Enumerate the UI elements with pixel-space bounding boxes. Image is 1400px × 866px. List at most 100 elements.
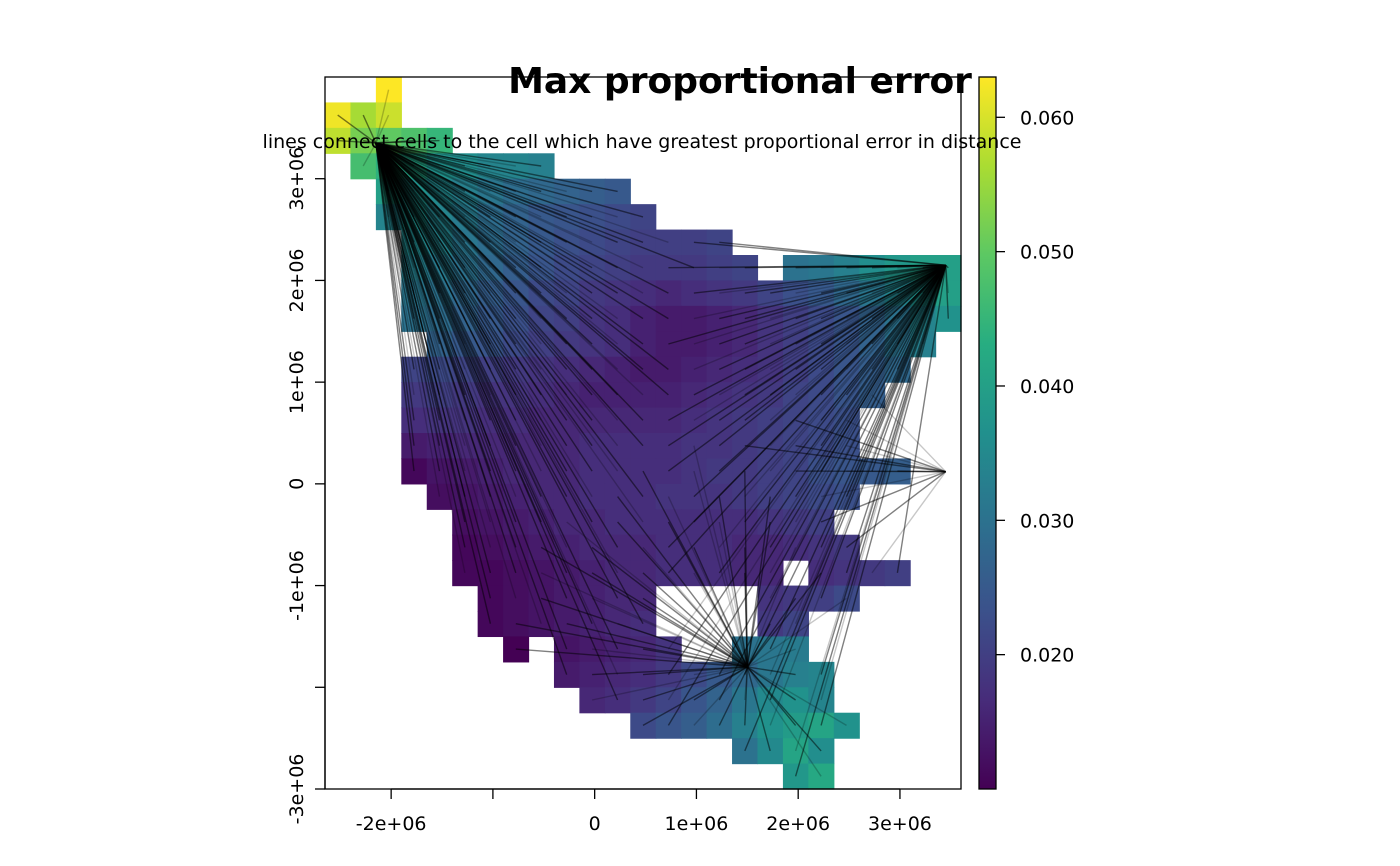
heatmap-cell — [528, 356, 555, 383]
error-line — [375, 142, 644, 625]
heatmap-cell — [401, 407, 428, 434]
error-line — [642, 666, 748, 676]
heatmap-cell — [884, 560, 911, 587]
heatmap-cell — [808, 738, 835, 765]
error-line — [667, 521, 748, 668]
heatmap-cell — [604, 178, 631, 205]
heatmap-cell — [782, 687, 809, 714]
error-line — [718, 264, 947, 675]
heatmap-cell — [553, 661, 580, 688]
heatmap-cell — [630, 204, 657, 231]
heatmap-cell — [782, 712, 809, 739]
heatmap-cell — [732, 738, 759, 765]
error-line — [642, 546, 748, 668]
error-line — [719, 241, 946, 266]
error-line — [375, 142, 568, 421]
heatmap-cell — [757, 738, 784, 765]
error-line — [375, 142, 542, 624]
error-line — [375, 142, 644, 421]
error-line — [693, 264, 946, 294]
error-line — [375, 142, 644, 320]
heatmap-cell — [579, 229, 606, 256]
error-line — [744, 666, 748, 726]
y-tick-label: 0 — [286, 478, 308, 490]
error-line — [375, 142, 619, 599]
error-line — [719, 264, 946, 371]
error-line — [375, 142, 669, 243]
heatmap-cell — [859, 560, 886, 587]
error-line — [375, 142, 619, 472]
error-line — [375, 142, 644, 396]
error-line — [693, 666, 748, 676]
error-line — [617, 521, 748, 668]
error-line — [375, 142, 644, 218]
error-line — [693, 264, 947, 396]
error-line — [375, 142, 695, 269]
heatmap-cell — [655, 712, 682, 739]
error-line — [769, 264, 947, 650]
error-line — [642, 648, 748, 668]
error-line — [693, 666, 748, 726]
error-line — [375, 142, 593, 472]
heatmap-cell — [757, 305, 784, 332]
error-line — [540, 597, 748, 668]
error-line — [747, 666, 796, 676]
error-line — [362, 114, 377, 144]
heatmap-cell — [706, 687, 733, 714]
heatmap-cell — [757, 331, 784, 358]
error-line — [693, 572, 748, 668]
error-line — [375, 142, 619, 548]
error-line — [375, 142, 618, 193]
error-line — [744, 264, 947, 752]
error-line — [375, 142, 644, 345]
x-tick-label: 2e+06 — [766, 813, 830, 835]
heatmap-cell — [681, 356, 708, 383]
error-line — [375, 142, 619, 370]
heatmap-cell — [401, 458, 428, 485]
error-line — [668, 264, 947, 447]
error-line — [375, 142, 492, 624]
error-line — [718, 264, 947, 548]
error-line — [375, 142, 517, 574]
error-line — [769, 264, 947, 726]
error-line — [794, 265, 947, 777]
error-line — [375, 142, 568, 599]
x-tick-label: 0 — [589, 813, 601, 835]
heatmap-cell — [503, 204, 530, 231]
error-line — [718, 264, 947, 421]
error-line — [693, 264, 946, 371]
heatmap-cell — [706, 509, 733, 536]
error-line — [375, 142, 466, 574]
error-line — [693, 470, 748, 668]
y-axis: -3e+06 -1e+06 0 1e+06 2e+06 3e+06 — [286, 147, 326, 824]
error-line — [667, 264, 947, 675]
error-line — [375, 142, 492, 599]
error-line — [375, 142, 669, 370]
heatmap-cell — [630, 331, 657, 358]
error-line — [667, 264, 947, 726]
error-line — [375, 142, 568, 650]
error-line — [746, 547, 797, 668]
heatmap-cell — [782, 534, 809, 561]
heatmap-cell — [681, 458, 708, 485]
x-tick-label: -2e+06 — [356, 813, 427, 835]
error-line — [375, 142, 593, 523]
error-line — [375, 142, 593, 624]
error-line — [591, 546, 748, 668]
error-line — [375, 142, 593, 447]
error-line — [795, 264, 947, 396]
error-line — [746, 521, 771, 668]
error-line — [375, 114, 390, 144]
heatmap-cell — [655, 382, 682, 409]
heatmap-cell — [655, 305, 682, 332]
heatmap-cell — [630, 382, 657, 409]
error-line — [747, 648, 796, 668]
error-line — [667, 264, 947, 548]
error-line — [871, 471, 947, 574]
heatmap-cell — [604, 433, 631, 460]
heatmap-cell — [706, 712, 733, 739]
error-line — [375, 142, 618, 294]
error-line — [566, 521, 748, 668]
error-lines — [337, 89, 949, 777]
